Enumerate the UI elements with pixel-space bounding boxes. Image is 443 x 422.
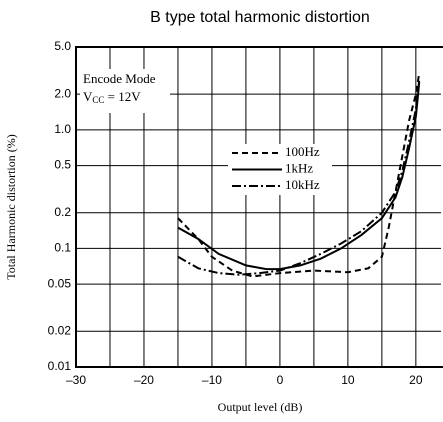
annotation-part: CC — [92, 95, 104, 105]
y-tick-label: 0.1 — [54, 241, 71, 255]
chart-title: B type total harmonic distortion — [150, 9, 370, 26]
y-tick-label: 1.0 — [54, 122, 71, 136]
x-tick-label: 0 — [277, 373, 284, 387]
data-line — [177, 73, 421, 278]
data-line — [177, 80, 421, 276]
y-tick-label: 5.0 — [54, 39, 71, 53]
x-tick-label: –10 — [202, 373, 222, 387]
x-tick-label: 10 — [341, 373, 355, 387]
legend-label: 1kHz — [285, 160, 313, 175]
y-tick-label: 0.02 — [48, 323, 72, 337]
x-tick-label: –30 — [66, 373, 86, 387]
annotation-background — [80, 69, 170, 113]
legend-label: 10kHz — [285, 177, 320, 192]
annotation: Encode Mode — [83, 71, 156, 86]
x-axis-label: Output level (dB) — [218, 400, 303, 414]
plot-frame — [75, 46, 443, 368]
y-axis-label: Total Harmonic distortion (%) — [4, 134, 18, 279]
annotation-part: V — [83, 89, 93, 104]
data-line — [177, 82, 421, 271]
y-tick-label: 0.01 — [48, 359, 72, 373]
annotation-part: = 12V — [104, 89, 141, 104]
legend-label: 100Hz — [285, 144, 320, 159]
y-tick-label: 2.0 — [54, 86, 71, 100]
y-tick-label: 0.5 — [54, 158, 71, 172]
y-tick-label: 0.2 — [54, 205, 71, 219]
annotation: VCC = 12V — [83, 89, 141, 105]
x-tick-label: 20 — [409, 373, 423, 387]
y-tick-label: 0.05 — [48, 276, 72, 290]
x-tick-label: –20 — [134, 373, 154, 387]
